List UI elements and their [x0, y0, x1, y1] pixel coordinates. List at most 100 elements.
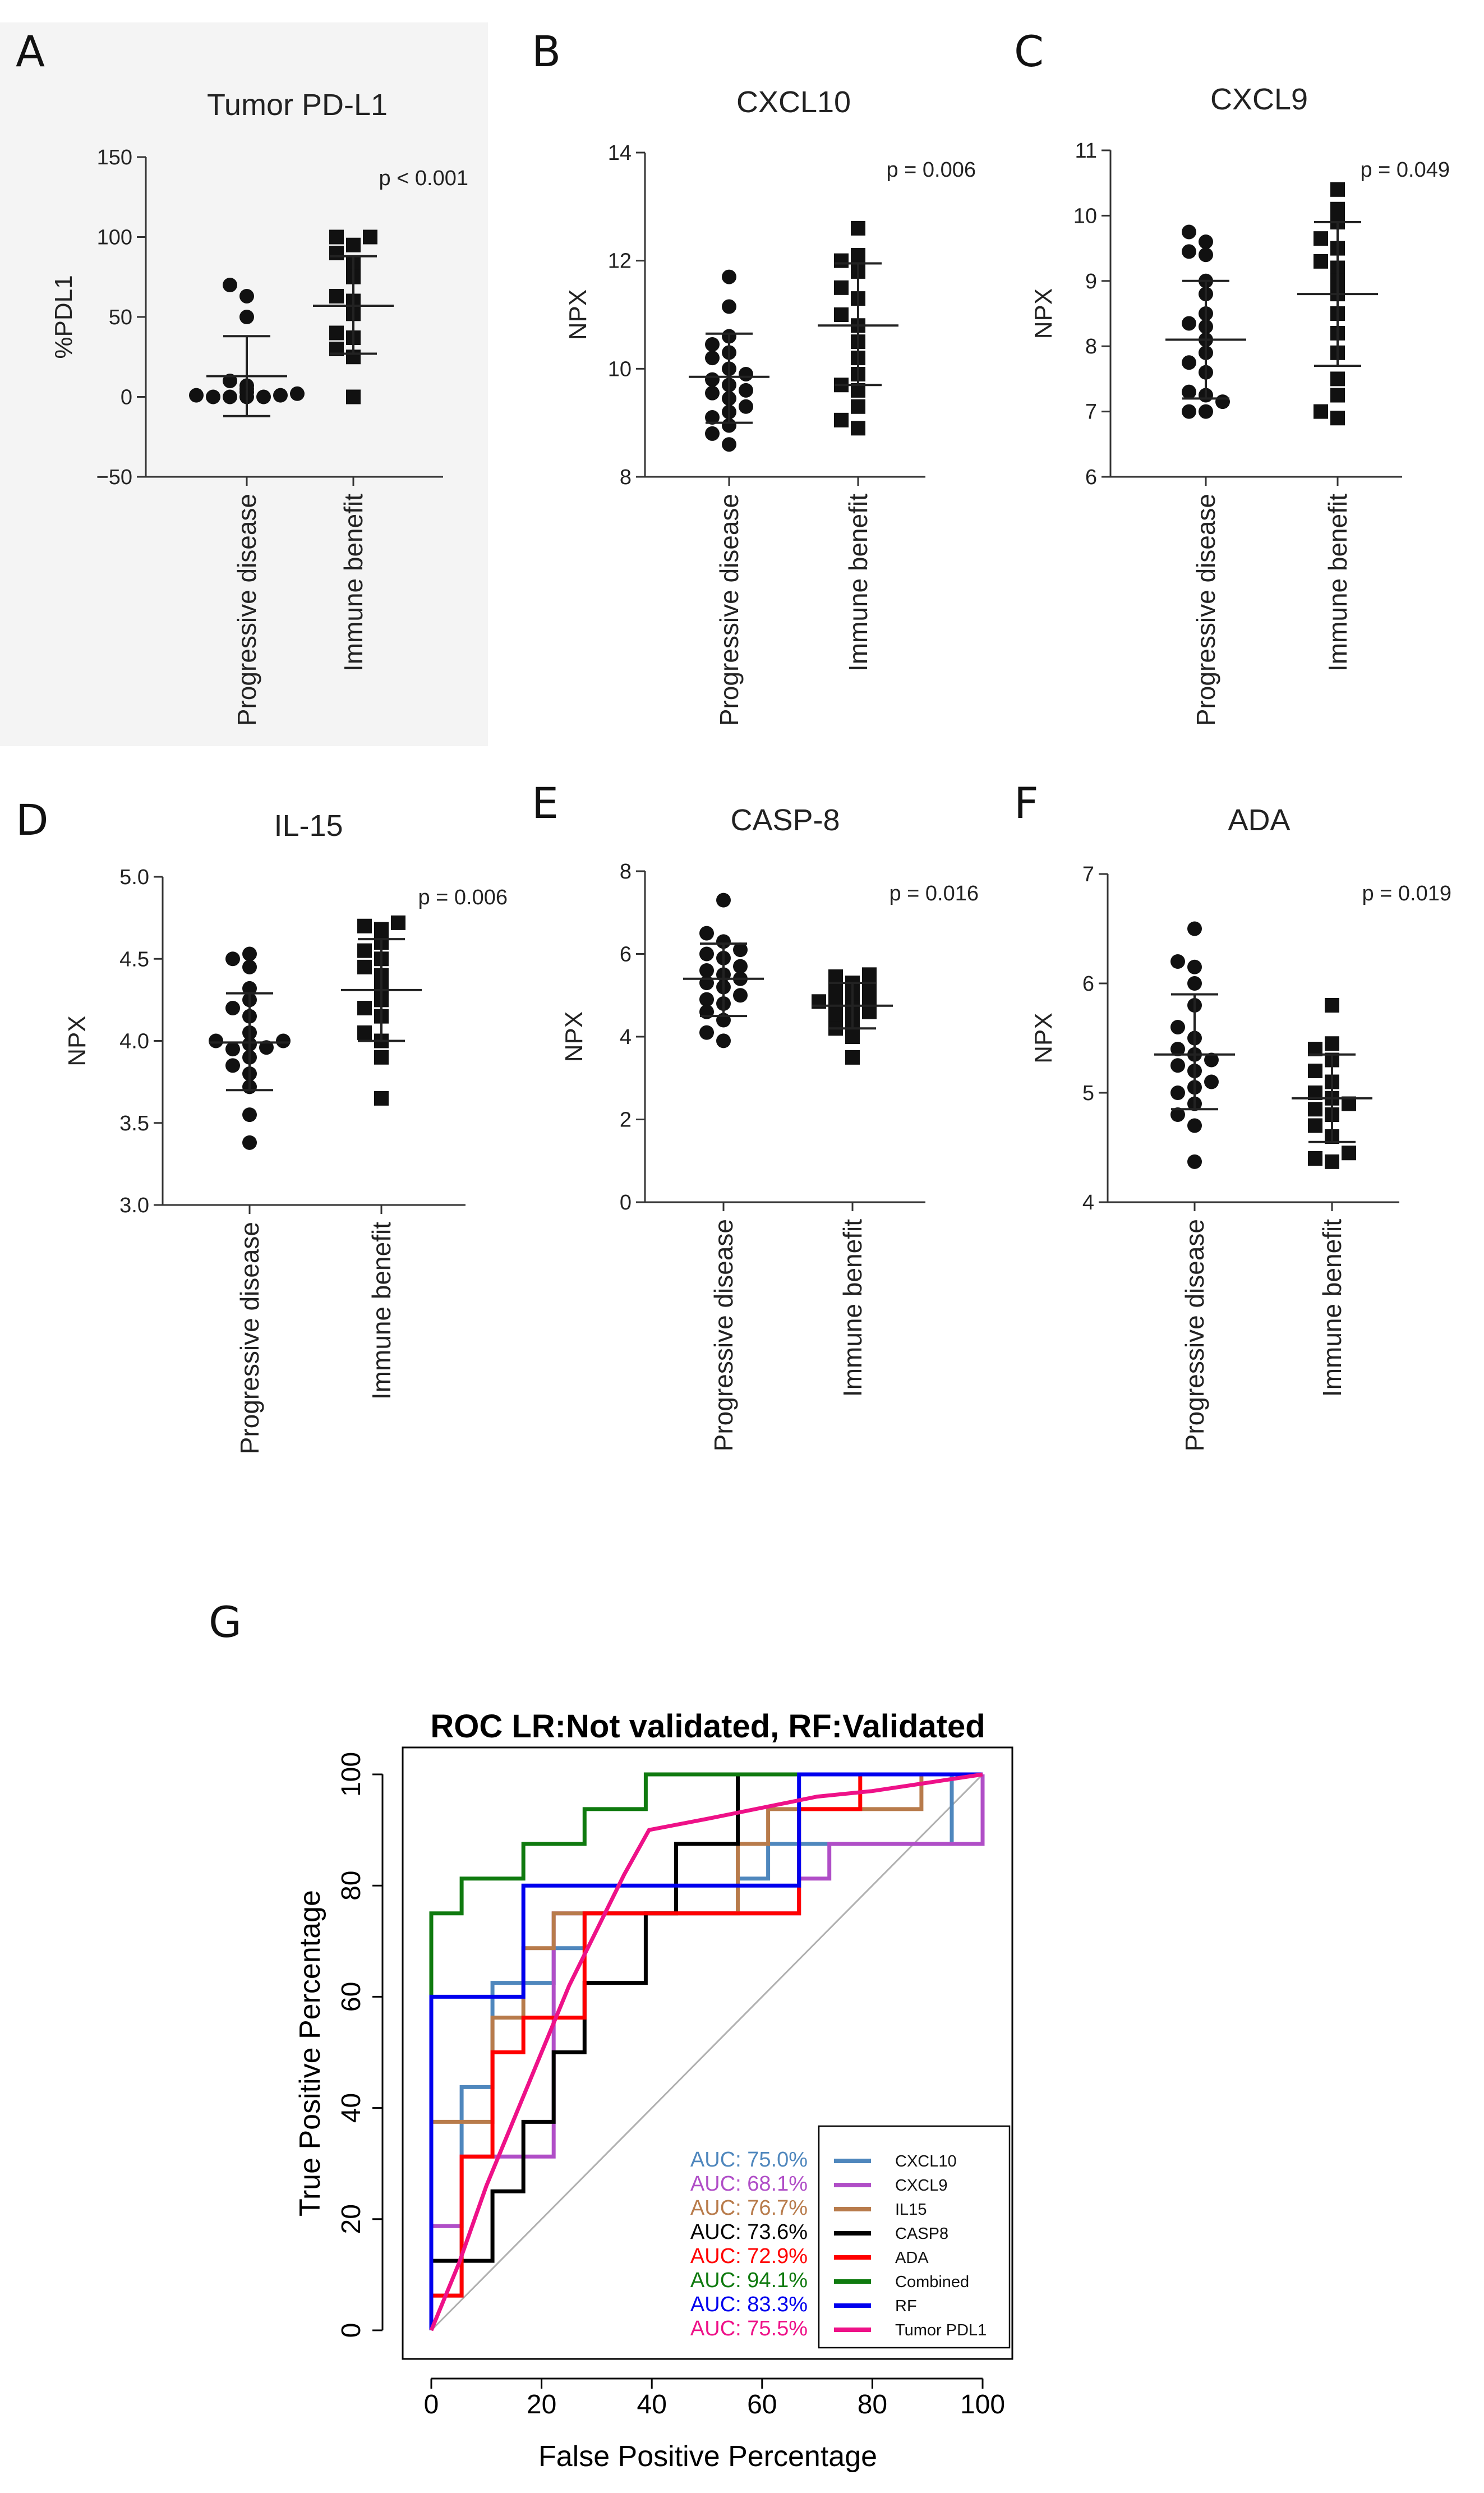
data-point [1187, 1154, 1202, 1169]
data-point [1187, 921, 1202, 936]
roc-curve-combined [429, 1772, 983, 2330]
data-point [329, 288, 344, 303]
data-point [1170, 1058, 1185, 1073]
roc-curve-tumor-pdl1 [429, 1772, 983, 2331]
legend-label: ADA [895, 2249, 929, 2267]
y-tick-label: 6 [1085, 466, 1097, 489]
data-point [225, 1058, 240, 1073]
group-immune-benefit: Immune benefit [313, 229, 394, 671]
panel-title: IL-15 [274, 809, 343, 843]
y-tick-label: 5 [1082, 1082, 1094, 1105]
data-point [1204, 1052, 1219, 1068]
data-point [329, 246, 344, 260]
y-tick-label: 100 [337, 1752, 366, 1797]
data-point [1330, 411, 1345, 426]
y-tick-label: 0 [620, 1191, 632, 1215]
data-point [363, 229, 377, 245]
data-point [705, 372, 720, 387]
panel-title: CASP-8 [730, 803, 840, 837]
y-tick-label: 40 [337, 2093, 366, 2123]
data-point [716, 934, 731, 949]
data-point [209, 1033, 223, 1048]
x-tick-label: 60 [747, 2390, 777, 2420]
y-tick-label: 50 [109, 306, 132, 329]
roc-curve-rf [429, 1772, 983, 2330]
y-tick-label: 4.5 [119, 947, 149, 971]
data-point [722, 437, 736, 452]
panel-letter-a: A [16, 26, 45, 76]
data-point [1330, 182, 1345, 197]
data-point [733, 988, 748, 1003]
data-point [239, 310, 254, 324]
category-label: Progressive disease [232, 494, 261, 726]
data-point [739, 383, 753, 398]
data-point [1330, 371, 1345, 387]
data-point [1182, 355, 1196, 370]
data-point [357, 1025, 372, 1040]
panel-e: CASP-8 0 2 4 6 8 NPX p = 0.016 Progressive disea… [560, 803, 979, 1451]
data-point [851, 220, 865, 236]
x-tick-label: 80 [858, 2390, 887, 2420]
group-progressive-disease: Progressive disease [189, 278, 305, 726]
data-point [705, 410, 720, 425]
data-point [256, 389, 271, 404]
data-point [1182, 244, 1196, 259]
legend-label: CASP8 [895, 2225, 948, 2243]
y-tick-label: 8 [1085, 335, 1097, 358]
data-point [699, 926, 714, 941]
group-immune-benefit: Immune benefit [341, 915, 422, 1400]
data-point [1170, 1085, 1185, 1100]
panel-title: CXCL9 [1210, 82, 1308, 116]
diagonal-reference-line [430, 1773, 984, 2331]
data-point [845, 1029, 860, 1044]
group-progressive-disease: Progressive disease [683, 893, 764, 1451]
data-point [862, 992, 877, 1007]
data-point [1170, 954, 1185, 969]
data-point [828, 969, 843, 985]
auc-label: AUC: 83.3% [690, 2293, 808, 2316]
data-point [346, 389, 361, 404]
auc-label: AUC: 75.5% [690, 2317, 808, 2340]
legend-label: RF [895, 2297, 917, 2315]
data-point [1342, 1146, 1356, 1161]
category-label: Immune benefit [1323, 494, 1352, 671]
data-point [851, 421, 865, 436]
panel-title: CXCL10 [736, 85, 851, 119]
data-point [733, 959, 748, 974]
legend-label: Combined [895, 2273, 969, 2291]
y-axis-label: NPX [560, 1011, 588, 1062]
data-point [1308, 1118, 1322, 1133]
category-label: Progressive disease [1191, 494, 1220, 726]
category-label: Progressive disease [715, 494, 744, 726]
panel-title: ADA [1228, 803, 1290, 837]
auc-label: AUC: 68.1% [690, 2172, 808, 2196]
data-point [1314, 404, 1328, 419]
roc-plot-frame [402, 1746, 1013, 2360]
legend-label: CXCL9 [895, 2177, 948, 2195]
data-point [1308, 1102, 1322, 1117]
data-point [862, 1004, 877, 1019]
category-label: Immune benefit [367, 1222, 396, 1400]
y-tick-label: 10 [608, 357, 632, 381]
data-point [242, 946, 257, 962]
data-point [699, 992, 714, 1007]
data-point [716, 1033, 731, 1048]
data-point [851, 248, 865, 263]
data-point [1199, 404, 1213, 419]
data-point [1182, 224, 1196, 240]
data-point [845, 1050, 860, 1065]
panel-title: Tumor PD-L1 [207, 88, 388, 122]
data-point [828, 996, 843, 1011]
data-point [705, 426, 720, 441]
data-point [189, 388, 204, 403]
data-point [705, 385, 720, 401]
data-point [1187, 976, 1202, 991]
data-point [391, 915, 405, 930]
y-tick-label: 11 [1075, 139, 1097, 163]
data-point [242, 1107, 257, 1123]
data-point [1314, 254, 1328, 269]
data-point [223, 278, 237, 292]
data-point [1199, 247, 1213, 263]
